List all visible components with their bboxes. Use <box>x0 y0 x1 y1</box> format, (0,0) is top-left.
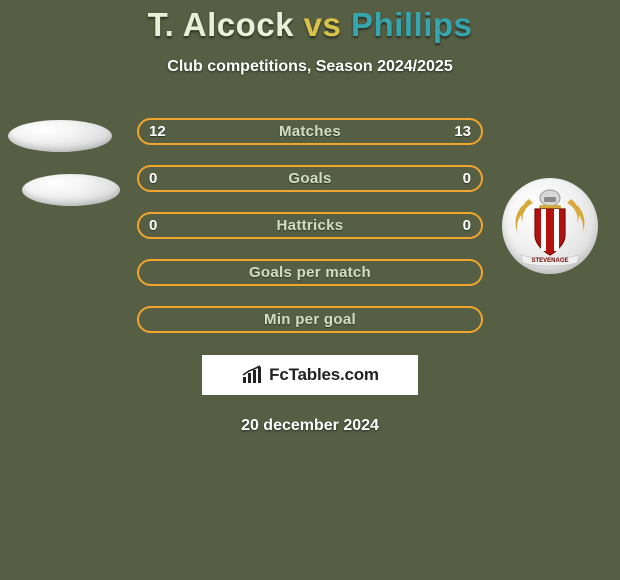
player-a-photo-placeholder-1 <box>8 120 112 152</box>
club-crest: STEVENAGE <box>502 178 598 274</box>
stat-label: Matches <box>279 123 341 140</box>
stat-left-value: 0 <box>149 170 157 187</box>
stat-label: Min per goal <box>264 311 356 328</box>
player-b-name: Phillips <box>351 6 472 43</box>
crest-scroll-text: STEVENAGE <box>531 258 568 264</box>
stat-row: Min per goal <box>137 306 483 333</box>
stat-label: Hattricks <box>277 217 344 234</box>
stat-label: Goals per match <box>249 264 371 281</box>
subtitle: Club competitions, Season 2024/2025 <box>0 58 620 76</box>
brand-box[interactable]: FcTables.com <box>202 355 418 395</box>
comparison-card: T. Alcock vs Phillips Club competitions,… <box>0 0 620 580</box>
date-line: 20 december 2024 <box>0 417 620 435</box>
brand-text: FcTables.com <box>269 365 379 385</box>
vs-separator: vs <box>294 6 351 43</box>
stat-row: 0 Goals 0 <box>137 165 483 192</box>
stat-right-value: 0 <box>463 217 471 234</box>
stat-left-value: 0 <box>149 217 157 234</box>
stat-bars: 12 Matches 13 0 Goals 0 0 Hattricks 0 Goals per m… <box>137 118 483 333</box>
stat-row: Goals per match <box>137 259 483 286</box>
stat-row: 12 Matches 13 <box>137 118 483 145</box>
stat-right-value: 0 <box>463 170 471 187</box>
stat-row: 0 Hattricks 0 <box>137 212 483 239</box>
page-title: T. Alcock vs Phillips <box>0 6 620 44</box>
stat-left-value: 12 <box>149 123 166 140</box>
crest-icon: STEVENAGE <box>511 185 589 267</box>
stat-label: Goals <box>288 170 331 187</box>
brand-chart-icon <box>241 365 263 385</box>
player-a-name: T. Alcock <box>148 6 294 43</box>
player-a-photo-placeholder-2 <box>22 174 120 206</box>
stat-right-value: 13 <box>454 123 471 140</box>
